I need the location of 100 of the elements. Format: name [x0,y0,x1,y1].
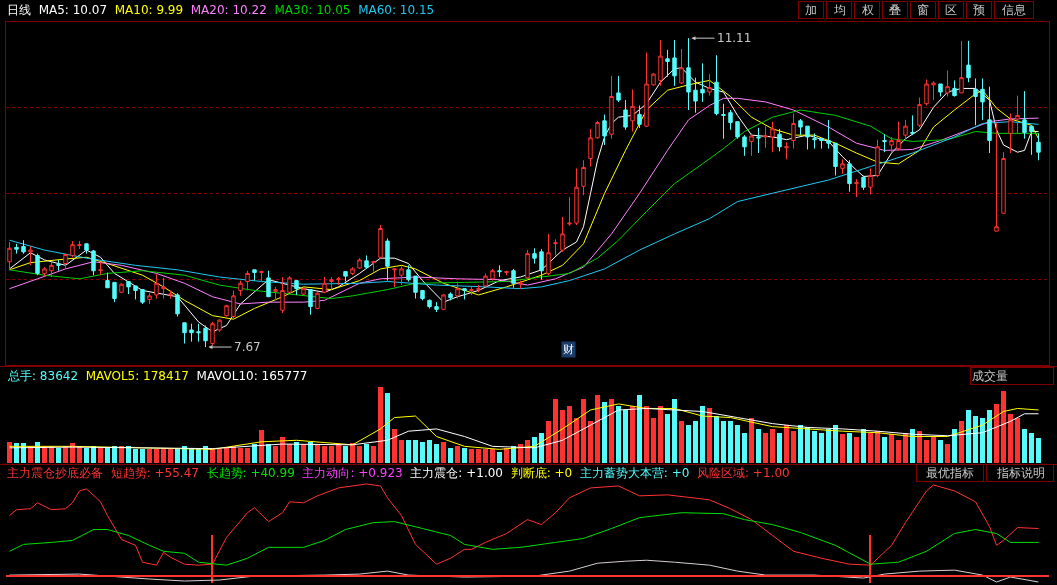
bar [840,434,845,463]
candlestick [560,216,565,253]
bar [161,448,166,463]
candlestick [966,40,971,83]
candlestick [364,254,369,270]
candlestick [189,323,194,343]
candlestick [525,249,530,281]
bar [938,440,943,463]
bar [238,448,243,463]
bar [378,387,383,463]
candlestick [840,158,845,175]
candlestick [42,266,47,277]
text: MA60: 10.15 [358,3,435,17]
candlestick [546,233,551,276]
bar [581,399,586,463]
bar [539,433,544,463]
bar [980,418,985,463]
bar [273,446,278,463]
bar [343,446,348,463]
candlestick [861,175,866,191]
bar [945,444,950,463]
bar [987,410,992,463]
bar [672,399,677,463]
bar [728,421,733,463]
bar [217,449,222,463]
bar [371,446,376,463]
bar [175,448,180,463]
bar [1015,418,1020,463]
candlestick [210,321,215,346]
candlestick [1015,95,1020,134]
candlestick [854,178,859,198]
bar [469,449,474,463]
text: 总手: 83642 [7,369,79,383]
candlestick [266,270,271,298]
bar [1022,429,1027,463]
candlestick [35,253,40,276]
candlestick [679,48,684,85]
candlestick [602,113,607,146]
candlestick [378,224,383,259]
text: 判断底: +0 [510,466,573,480]
candlestick [133,285,138,300]
candlestick [112,281,117,303]
candlestick [1029,125,1034,156]
bar [1008,414,1013,463]
bar [182,446,187,463]
candlestick [777,128,782,152]
candlestick [637,105,642,129]
candlestick [896,121,901,151]
candlestick [105,272,110,289]
candlestick [315,291,320,310]
candlestick [224,304,229,318]
candlestick [441,293,446,311]
candlestick [924,78,929,107]
text: MA30: 10.05 [274,3,351,17]
candlestick [609,75,614,140]
bar [315,444,320,463]
bar [56,448,61,463]
candlestick [798,118,803,136]
bar [259,430,264,463]
candlestick [910,114,915,136]
candlestick [497,264,502,278]
candlestick [203,324,208,348]
candlestick [1022,90,1027,140]
text: MA5: 10.07 [38,3,108,17]
candlestick [539,248,544,281]
bar [546,421,551,463]
bar [763,433,768,463]
candlestick [1001,151,1006,214]
candlestick [616,75,621,103]
bar [154,449,159,463]
bar [322,446,327,463]
candlestick [91,249,96,276]
candlestick [931,80,936,101]
candlestick [147,292,152,305]
candlestick [868,167,873,195]
candlestick [504,270,509,276]
bar [147,449,152,463]
candlestick [196,323,201,343]
text: 信息 [1002,3,1026,17]
bar [931,437,936,463]
bar [651,418,656,463]
bar [623,410,628,463]
candlestick [511,268,516,289]
candlestick [357,257,362,270]
candlestick [336,276,341,286]
bar [805,427,810,463]
candlestick [490,268,495,282]
candlestick [455,282,460,300]
candlestick [707,73,712,97]
bar [714,416,719,463]
bar [1036,438,1041,463]
bar [406,440,411,463]
candlestick [1036,132,1041,161]
candlestick [987,86,992,154]
series-label: 短趋势: +55.47 [110,466,199,480]
bar [826,429,831,463]
bar [777,433,782,463]
candlestick [938,83,943,98]
bar [35,442,40,463]
candlestick [721,103,726,140]
